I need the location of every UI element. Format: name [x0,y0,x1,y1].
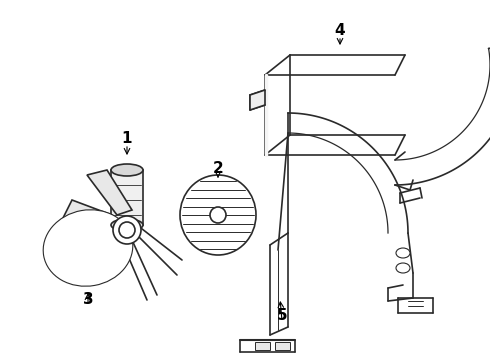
Ellipse shape [61,226,115,270]
Text: 5: 5 [277,307,287,323]
Ellipse shape [111,219,143,231]
Ellipse shape [180,175,256,255]
Ellipse shape [43,210,133,286]
Ellipse shape [78,240,98,256]
Polygon shape [250,90,265,110]
Ellipse shape [70,233,106,263]
Bar [275,342,290,350]
Bar [255,342,270,350]
Circle shape [119,222,135,238]
Ellipse shape [52,218,124,278]
Ellipse shape [396,248,410,258]
Text: 3: 3 [83,292,93,307]
Text: 2: 2 [213,161,223,176]
Ellipse shape [396,263,410,273]
Circle shape [113,216,141,244]
Circle shape [210,207,226,223]
Ellipse shape [111,164,143,176]
Polygon shape [111,170,143,225]
Text: 4: 4 [335,23,345,37]
Polygon shape [62,200,112,235]
Polygon shape [87,170,132,215]
Text: 1: 1 [122,131,132,145]
